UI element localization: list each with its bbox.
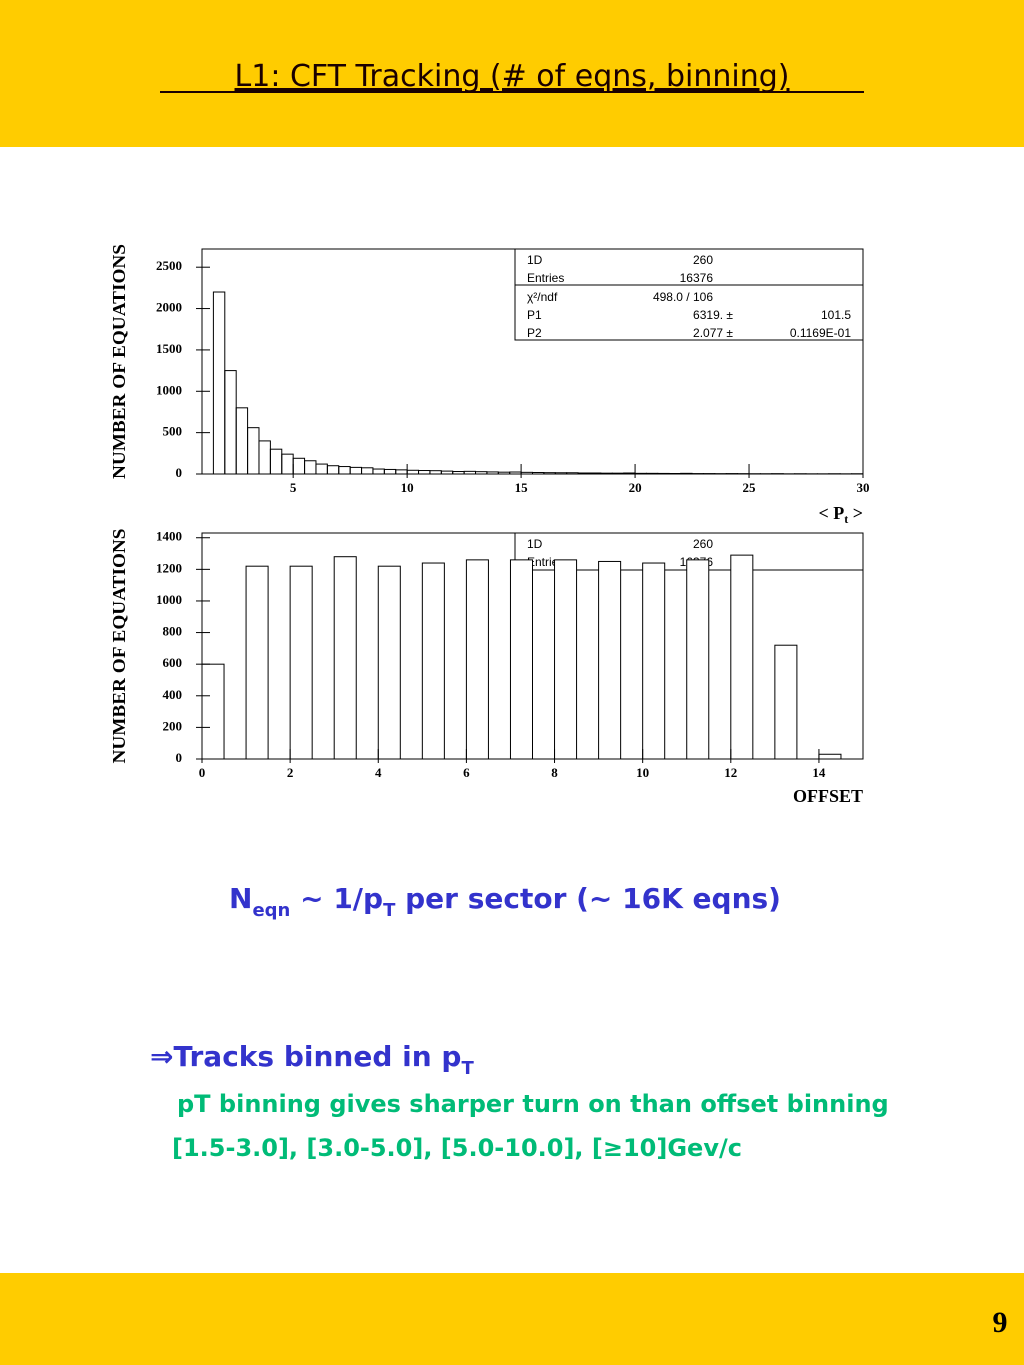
formula: Neqn ~ 1/pT per sector (~ 16K eqns) — [229, 882, 781, 921]
stats-text: 6319. ± — [693, 308, 733, 322]
histogram-bar — [686, 559, 710, 760]
histogram-bar — [421, 562, 445, 760]
body-line: [1.5-3.0], [3.0-5.0], [5.0-10.0], [≥10]G… — [172, 1134, 742, 1162]
x-axis-label-part: t — [844, 512, 848, 526]
y-tick-label: 1000 — [156, 592, 182, 607]
y-tick-label: 600 — [163, 655, 183, 670]
y-tick-label: 2000 — [156, 300, 182, 315]
histogram-bar — [201, 663, 225, 760]
stats-text: 498.0 / 106 — [653, 290, 713, 304]
x-tick-label: 25 — [743, 480, 757, 495]
x-axis-label-part: OFFSET — [793, 786, 863, 806]
x-axis-label-part: > — [848, 503, 863, 523]
x-axis-label-part: < P — [818, 503, 844, 523]
y-tick-label: 0 — [176, 465, 183, 480]
stats-text: P1 — [527, 308, 542, 322]
stats-text: 101.5 — [821, 308, 851, 322]
stats-text: 2.077 ± — [693, 326, 733, 340]
histogram-bar — [598, 560, 622, 760]
histogram-bar — [509, 559, 534, 760]
stats-text: 1D — [527, 253, 543, 267]
histogram-bar — [680, 472, 693, 475]
histogram-bar — [245, 565, 269, 760]
y-axis-label: NUMBER OF EQUATIONS — [109, 244, 129, 479]
x-axis-label: < Pt > — [818, 503, 863, 526]
stats-text: 0.1169E-01 — [790, 326, 851, 340]
stats-text: 1D — [527, 537, 543, 551]
x-tick-label: 30 — [857, 480, 870, 495]
histogram-bar — [600, 472, 613, 475]
histogram-bar — [657, 472, 670, 475]
stats-text: 260 — [693, 537, 713, 551]
histogram-bar — [818, 753, 842, 760]
x-tick-label: 10 — [401, 480, 414, 495]
histogram-bar — [333, 556, 357, 760]
stats-text: Entries — [527, 271, 564, 285]
y-tick-label: 0 — [176, 750, 183, 765]
histogram-bar — [611, 472, 625, 475]
histogram-bar — [642, 562, 666, 760]
histogram-bar — [623, 472, 636, 475]
x-tick-label: 5 — [290, 480, 297, 495]
y-tick-label: 1400 — [156, 529, 182, 544]
histogram-bar — [645, 472, 659, 475]
y-tick-label: 1200 — [156, 560, 182, 575]
body-line: pT binning gives sharper turn on than of… — [177, 1090, 889, 1118]
histogram-bar — [377, 565, 401, 760]
histogram-bar — [465, 559, 489, 760]
bullet-part: ⇒Tracks binned in p — [150, 1040, 461, 1073]
histogram-bar — [289, 565, 313, 760]
y-tick-label: 400 — [163, 687, 183, 702]
histogram-bar — [588, 472, 602, 475]
x-tick-label: 12 — [724, 765, 737, 780]
formula-sub: eqn — [252, 900, 290, 921]
footer-band — [0, 1273, 1024, 1365]
y-tick-label: 200 — [163, 718, 183, 733]
page-number: 9 — [993, 1306, 1008, 1339]
x-tick-label: 15 — [515, 480, 529, 495]
y-tick-label: 1500 — [156, 341, 182, 356]
histogram-bar — [577, 472, 590, 475]
stats-text: χ²/ndf — [527, 290, 558, 304]
histogram-bar — [554, 559, 578, 760]
formula-part: ~ 1/p — [290, 882, 383, 915]
histogram-bar — [774, 644, 798, 760]
formula-part: per sector (~ 16K eqns) — [395, 882, 781, 915]
stats-text: 260 — [693, 253, 713, 267]
x-tick-label: 8 — [551, 765, 558, 780]
y-tick-label: 1000 — [156, 382, 182, 397]
formula-part: N — [229, 882, 252, 915]
plot-frame — [201, 248, 864, 475]
x-tick-label: 20 — [629, 480, 642, 495]
stats-box — [514, 248, 864, 341]
x-tick-label: 14 — [812, 765, 826, 780]
histogram-bar — [730, 554, 754, 760]
bullet-sub: T — [461, 1058, 474, 1079]
y-axis-label: NUMBER OF EQUATIONS — [109, 529, 129, 764]
formula-sub: T — [383, 900, 396, 921]
stats-text: 16376 — [680, 271, 714, 285]
x-tick-label: 6 — [463, 765, 470, 780]
histogram-bar — [634, 472, 647, 475]
stats-text: P2 — [527, 326, 542, 340]
x-tick-label: 0 — [199, 765, 206, 780]
x-axis-label: OFFSET — [793, 786, 863, 806]
y-tick-label: 500 — [163, 424, 183, 439]
header-band — [0, 0, 1024, 147]
x-tick-label: 2 — [287, 765, 294, 780]
x-tick-label: 4 — [375, 765, 382, 780]
slide-title: L1: CFT Tracking (# of eqns, binning) — [235, 59, 790, 94]
y-tick-label: 2500 — [156, 258, 182, 273]
x-tick-label: 10 — [636, 765, 649, 780]
bullet: ⇒Tracks binned in pT — [150, 1040, 474, 1079]
y-tick-label: 800 — [163, 624, 183, 639]
